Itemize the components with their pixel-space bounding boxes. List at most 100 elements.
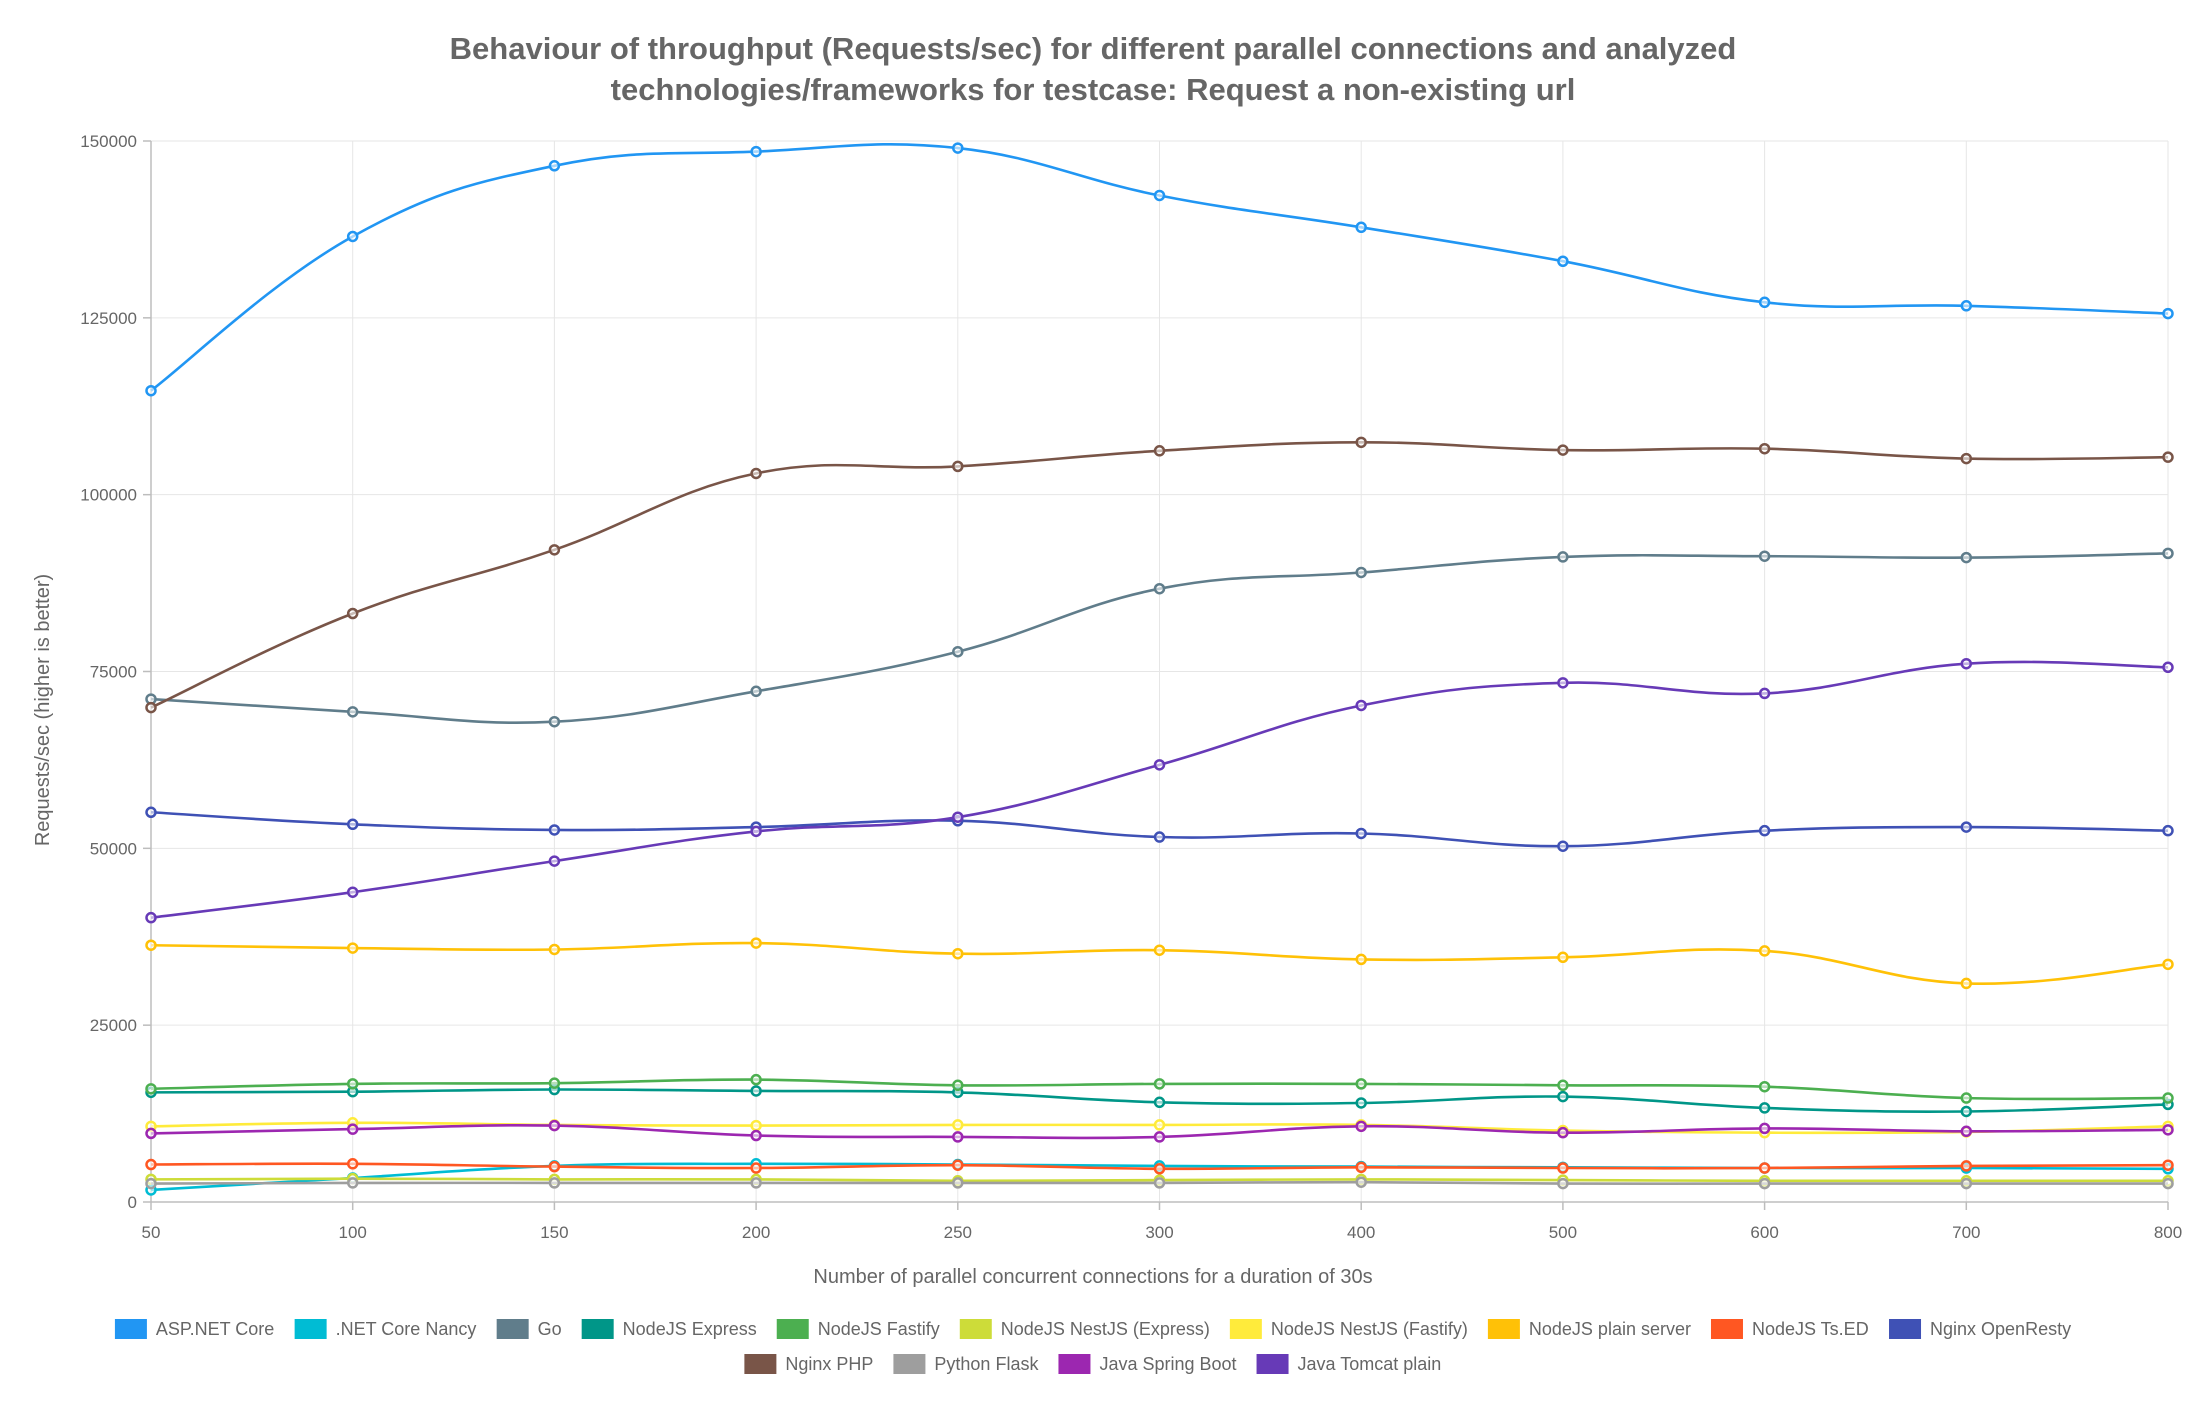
data-point[interactable] <box>548 943 561 956</box>
data-point[interactable] <box>1758 1122 1771 1135</box>
data-point[interactable] <box>1557 1162 1569 1174</box>
data-point[interactable] <box>1557 1126 1569 1139</box>
data-point[interactable] <box>1153 1131 1166 1143</box>
legend-item-nodejs-nestjs-fastify[interactable]: NodeJS NestJS (Fastify) <box>1229 1319 1468 1339</box>
data-point[interactable] <box>1960 977 1973 990</box>
legend-item-nodejs-express[interactable]: NodeJS Express <box>581 1319 757 1339</box>
data-point[interactable] <box>548 1119 561 1132</box>
data-point[interactable] <box>145 939 157 951</box>
legend-item-net-core-nancy[interactable]: .NET Core Nancy <box>294 1319 477 1339</box>
data-point[interactable] <box>145 806 157 819</box>
data-point[interactable] <box>1758 550 1771 562</box>
data-point[interactable] <box>1960 551 1973 564</box>
data-point[interactable] <box>548 1077 561 1089</box>
data-point[interactable] <box>346 942 359 954</box>
data-point[interactable] <box>2162 451 2174 463</box>
data-point[interactable] <box>1355 1176 1367 1188</box>
data-point[interactable] <box>952 1079 964 1092</box>
data-point[interactable] <box>952 947 964 960</box>
data-point[interactable] <box>750 145 762 158</box>
data-point[interactable] <box>1355 221 1367 234</box>
data-point[interactable] <box>1758 1177 1771 1190</box>
data-point[interactable] <box>750 1177 762 1189</box>
data-point[interactable] <box>548 715 561 728</box>
data-point[interactable] <box>952 142 964 154</box>
data-point[interactable] <box>1557 551 1569 563</box>
data-point[interactable] <box>1153 1096 1166 1109</box>
data-point[interactable] <box>952 460 964 473</box>
data-point[interactable] <box>1355 1161 1367 1174</box>
data-point[interactable] <box>952 1159 964 1171</box>
data-point[interactable] <box>1153 1177 1166 1189</box>
data-point[interactable] <box>1153 1163 1166 1175</box>
data-point[interactable] <box>1153 1119 1166 1131</box>
data-point[interactable] <box>2162 1092 2174 1104</box>
data-point[interactable] <box>1557 1079 1569 1092</box>
data-point[interactable] <box>2162 958 2174 971</box>
data-point[interactable] <box>1153 1078 1166 1090</box>
data-point[interactable] <box>1960 1092 1973 1104</box>
data-point[interactable] <box>952 1119 964 1131</box>
data-point[interactable] <box>1758 945 1771 957</box>
data-point[interactable] <box>1355 566 1367 579</box>
data-point[interactable] <box>346 1078 359 1090</box>
data-point[interactable] <box>1153 759 1166 771</box>
data-point[interactable] <box>346 1177 359 1189</box>
data-point[interactable] <box>346 706 359 718</box>
data-point[interactable] <box>1153 582 1166 595</box>
data-point[interactable] <box>2162 1159 2174 1171</box>
data-point[interactable] <box>145 1127 157 1140</box>
data-point[interactable] <box>1758 1102 1771 1114</box>
data-point[interactable] <box>750 1162 762 1174</box>
data-point[interactable] <box>1557 677 1569 689</box>
data-point[interactable] <box>1960 1177 1973 1190</box>
data-point[interactable] <box>2162 1177 2174 1190</box>
data-point[interactable] <box>1758 824 1771 837</box>
data-point[interactable] <box>2162 307 2174 320</box>
data-point[interactable] <box>1758 442 1771 455</box>
data-point[interactable] <box>1153 944 1166 956</box>
legend-item-nodejs-nestjs-express[interactable]: NodeJS NestJS (Express) <box>959 1319 1210 1339</box>
data-point[interactable] <box>346 886 359 898</box>
data-point[interactable] <box>145 911 157 924</box>
data-point[interactable] <box>1758 296 1771 309</box>
data-point[interactable] <box>952 645 964 658</box>
legend-item-nginx-openresty[interactable]: Nginx OpenResty <box>1889 1319 2071 1339</box>
data-point[interactable] <box>1557 840 1569 852</box>
data-point[interactable] <box>1960 1160 1973 1172</box>
data-point[interactable] <box>548 855 561 867</box>
data-point[interactable] <box>2162 661 2174 674</box>
data-point[interactable] <box>2162 547 2174 560</box>
data-point[interactable] <box>1960 821 1973 833</box>
data-point[interactable] <box>548 824 561 836</box>
data-point[interactable] <box>750 937 762 949</box>
data-point[interactable] <box>346 230 359 243</box>
data-point[interactable] <box>1355 699 1367 712</box>
data-point[interactable] <box>346 1123 359 1135</box>
data-point[interactable] <box>952 1177 964 1189</box>
data-point[interactable] <box>952 811 964 823</box>
legend-item-nginx-php[interactable]: Nginx PHP <box>744 1354 873 1374</box>
data-point[interactable] <box>145 1177 157 1190</box>
legend-item-java-tomcat-plain[interactable]: Java Tomcat plain <box>1256 1354 1442 1374</box>
data-point[interactable] <box>145 701 157 714</box>
data-point[interactable] <box>2162 824 2174 837</box>
data-point[interactable] <box>548 1160 561 1173</box>
data-point[interactable] <box>1355 1078 1367 1090</box>
data-point[interactable] <box>548 1177 561 1189</box>
data-point[interactable] <box>1557 444 1569 456</box>
data-point[interactable] <box>548 160 561 172</box>
data-point[interactable] <box>750 1085 762 1097</box>
data-point[interactable] <box>952 1131 964 1143</box>
data-point[interactable] <box>346 1158 359 1170</box>
data-point[interactable] <box>1557 1090 1569 1103</box>
data-point[interactable] <box>1557 951 1569 964</box>
data-point[interactable] <box>1355 1120 1367 1133</box>
data-point[interactable] <box>1758 1080 1771 1093</box>
data-point[interactable] <box>346 818 359 831</box>
data-point[interactable] <box>1960 300 1973 312</box>
data-point[interactable] <box>1960 1105 1973 1118</box>
data-point[interactable] <box>1557 1177 1569 1190</box>
data-point[interactable] <box>1355 1097 1367 1109</box>
data-point[interactable] <box>1355 953 1367 966</box>
